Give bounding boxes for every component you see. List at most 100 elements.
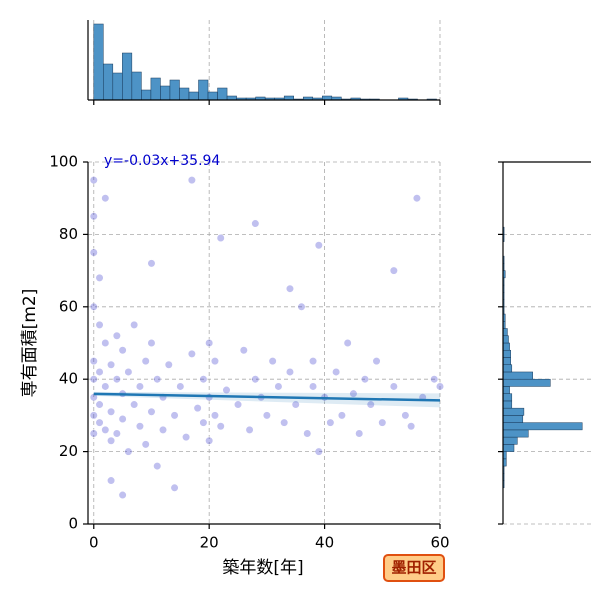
point — [389, 266, 398, 275]
point — [118, 414, 127, 424]
point — [337, 411, 347, 420]
hist-bar — [502, 328, 508, 337]
hist-bar — [502, 393, 513, 402]
point — [106, 436, 116, 445]
y-tick-label: 80 — [59, 225, 78, 243]
point — [112, 331, 121, 340]
hist-bar — [502, 349, 511, 358]
point — [193, 404, 202, 413]
point — [372, 357, 381, 366]
point — [135, 382, 145, 391]
hist-bar — [502, 371, 533, 380]
y-tick-label: 40 — [59, 370, 78, 388]
point — [135, 422, 145, 431]
point — [343, 338, 352, 348]
x-axis-label: 築年数[年] — [222, 558, 303, 578]
point — [124, 447, 133, 456]
regression-line — [93, 392, 441, 402]
point — [205, 338, 214, 348]
point — [251, 219, 260, 228]
point — [285, 284, 295, 293]
point — [216, 422, 225, 431]
point — [378, 418, 387, 427]
hist-bar — [188, 91, 199, 101]
x-tick-label: 20 — [200, 534, 219, 552]
point — [308, 382, 318, 391]
point — [101, 425, 110, 434]
point — [222, 385, 231, 395]
point — [355, 429, 364, 438]
point — [187, 176, 196, 185]
hist-bar — [502, 436, 518, 445]
hist-bar — [103, 63, 114, 101]
point — [147, 407, 156, 416]
point — [326, 418, 335, 427]
hist-bar — [169, 79, 180, 101]
point — [187, 349, 196, 358]
point — [251, 375, 260, 384]
point — [239, 346, 248, 355]
hist-bar — [150, 77, 161, 101]
point — [308, 357, 318, 366]
hist-bar — [198, 79, 209, 101]
y-tick-label: 20 — [59, 442, 78, 460]
hist-bar — [502, 444, 515, 452]
point — [89, 375, 98, 384]
x-tick-label: 0 — [89, 534, 99, 552]
hist-bar — [502, 415, 524, 423]
hist-bar — [502, 342, 510, 351]
y-axis-label: 専有面積[m2] — [20, 289, 40, 398]
point — [101, 194, 110, 203]
point — [130, 400, 139, 409]
x-tick-label: 60 — [430, 534, 449, 552]
point — [216, 233, 225, 243]
hist-bar — [502, 378, 551, 387]
hist-bar — [502, 386, 510, 394]
point — [89, 212, 98, 221]
point — [112, 429, 121, 438]
hist-bar — [502, 335, 509, 344]
point — [89, 357, 98, 366]
point — [89, 429, 98, 438]
point — [112, 375, 121, 384]
point — [245, 425, 254, 434]
badge: 墨田区 — [391, 559, 436, 577]
point — [262, 411, 271, 420]
point — [147, 338, 156, 348]
badge-box — [383, 554, 445, 582]
point — [106, 407, 116, 416]
point — [389, 382, 398, 391]
annotation: y=-0.03x+35.94 — [104, 153, 220, 169]
point — [205, 436, 214, 445]
point — [164, 360, 173, 369]
point — [181, 433, 191, 442]
point — [401, 411, 410, 420]
point — [106, 360, 116, 369]
point — [280, 418, 289, 427]
point — [291, 400, 300, 409]
hist-bar — [93, 23, 104, 101]
point — [95, 367, 104, 377]
hist-bar — [112, 72, 123, 101]
hist-bar — [502, 422, 583, 431]
point — [89, 248, 98, 257]
point — [233, 400, 243, 409]
y-tick-label: 100 — [49, 153, 78, 171]
hist-bar — [502, 364, 513, 373]
point — [170, 411, 179, 420]
point — [130, 320, 139, 330]
y-tick-label: 60 — [59, 297, 78, 315]
hist-bar — [502, 357, 511, 365]
point — [176, 382, 185, 391]
point — [274, 382, 283, 391]
point — [199, 418, 208, 427]
point — [412, 194, 422, 203]
point — [153, 375, 162, 384]
point — [95, 418, 104, 427]
hist-bar — [131, 71, 142, 101]
point — [89, 302, 98, 311]
point — [118, 346, 127, 355]
point — [95, 320, 104, 330]
point — [435, 382, 445, 391]
point — [89, 176, 98, 185]
